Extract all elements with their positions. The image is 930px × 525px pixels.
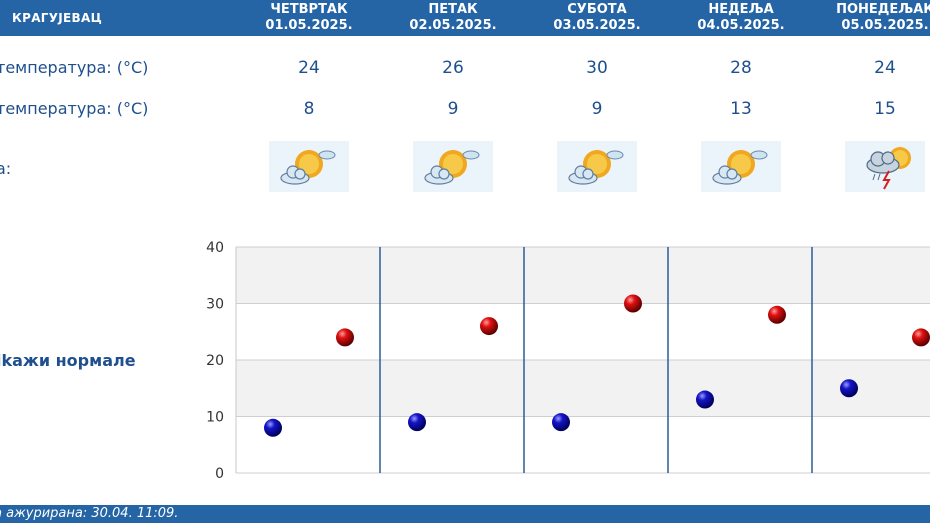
max-temp-value: 30 — [586, 58, 608, 78]
partly-cloudy-sun-icon — [269, 141, 349, 192]
min-temp-label: температура: (°C) — [0, 99, 149, 118]
day-date: 03.05.2025. — [553, 18, 641, 33]
max-temp-point — [480, 317, 498, 336]
min-temp-value: 9 — [591, 99, 603, 119]
min-temp-point — [840, 379, 858, 398]
min-temp-point — [408, 413, 426, 432]
min-temp-point — [264, 418, 282, 437]
max-temp-point — [624, 294, 642, 313]
day-name: ПОНЕДЕЉАК — [836, 2, 930, 17]
day-name: ЧЕТВРТАК — [270, 2, 348, 17]
forecast-header: КРАГУЈЕВАЦ ЧЕТВРТАК 01.05.2025. ПЕТАК 02… — [0, 0, 930, 36]
day-header: СУБОТА 03.05.2025. — [522, 2, 672, 34]
footer-bar: а ажурирана: 30.04. 11:09. — [0, 505, 930, 523]
y-tick-label: 0 — [215, 466, 224, 482]
y-tick-label: 10 — [206, 410, 224, 426]
max-temp-point — [336, 328, 354, 347]
min-temp-point — [696, 390, 714, 409]
day-name: ПЕТАК — [428, 2, 478, 17]
max-temp-value: 24 — [298, 58, 320, 78]
day-header: ПОНЕДЕЉАК 05.05.2025. — [810, 2, 930, 34]
day-header: НЕДЕЉА 04.05.2025. — [666, 2, 816, 34]
y-tick-label: 30 — [206, 297, 224, 313]
max-temp-value: 24 — [874, 58, 896, 78]
y-tick-label: 40 — [206, 240, 224, 256]
day-name: НЕДЕЉА — [708, 2, 774, 17]
partly-cloudy-sun-icon — [557, 141, 637, 192]
day-date: 04.05.2025. — [697, 18, 785, 33]
max-temp-value: 26 — [442, 58, 464, 78]
max-temp-value: 28 — [730, 58, 752, 78]
min-temp-point — [552, 413, 570, 432]
min-temp-value: 15 — [874, 99, 896, 119]
city-name: КРАГУЈЕВАЦ — [12, 11, 103, 25]
day-date: 02.05.2025. — [409, 18, 497, 33]
day-date: 05.05.2025. — [841, 18, 929, 33]
max-temp-label: температура: (°C) — [0, 58, 149, 77]
min-temp-value: 8 — [303, 99, 315, 119]
thunderstorm-sun-icon — [845, 141, 925, 192]
min-temp-value: 9 — [447, 99, 459, 119]
weather-label: а: — [0, 159, 12, 178]
partly-cloudy-sun-icon — [701, 141, 781, 192]
max-temp-point — [912, 328, 930, 347]
y-tick-label: 20 — [206, 353, 224, 369]
chart-band — [236, 247, 930, 304]
show-normals-link[interactable]: ikaжи нормале — [0, 351, 136, 370]
max-temp-point — [768, 305, 786, 324]
day-header: ЧЕТВРТАК 01.05.2025. — [234, 2, 384, 34]
day-header: ПЕТАК 02.05.2025. — [378, 2, 528, 34]
min-temp-value: 13 — [730, 99, 752, 119]
chart-band — [236, 360, 930, 417]
partly-cloudy-sun-icon — [413, 141, 493, 192]
last-updated-text: а ажурирана: 30.04. 11:09. — [0, 506, 179, 521]
day-name: СУБОТА — [567, 2, 627, 17]
day-date: 01.05.2025. — [265, 18, 353, 33]
